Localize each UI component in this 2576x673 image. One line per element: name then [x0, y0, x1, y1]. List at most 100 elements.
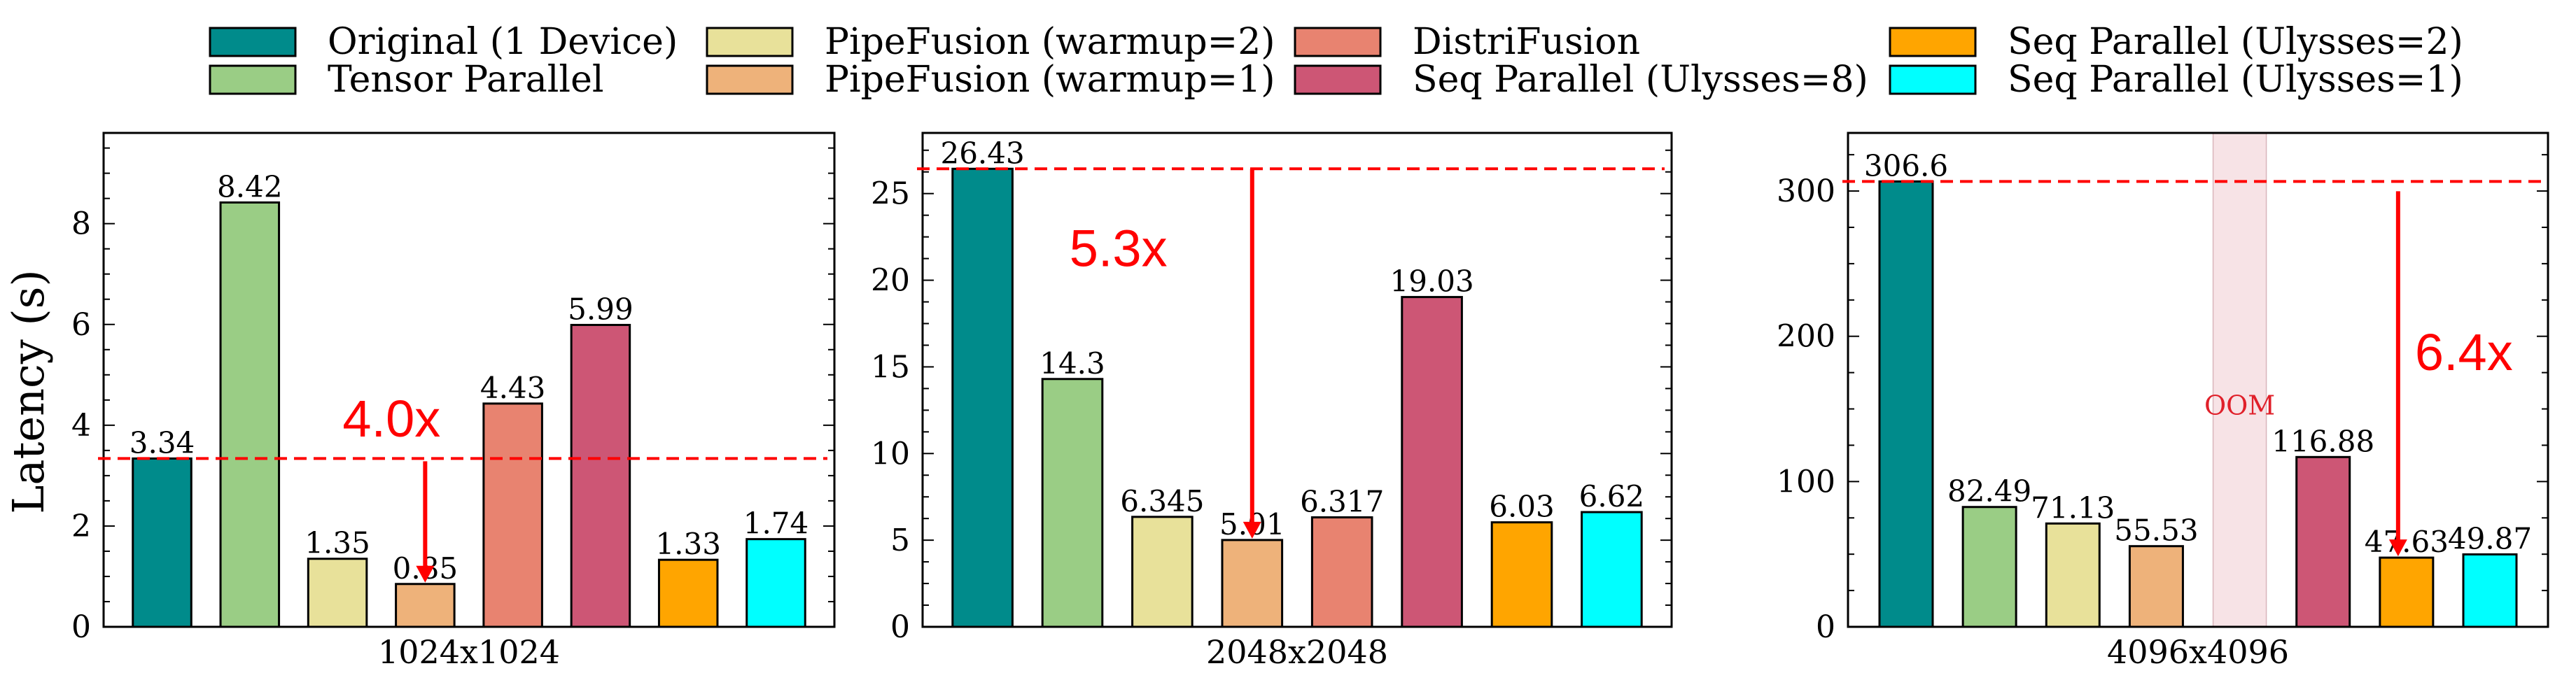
- chart-panel-1: 3.348.421.350.854.435.991.331.7402468102…: [71, 132, 836, 671]
- legend-entry: Seq Parallel (Ulysses=1): [1889, 59, 2463, 101]
- legend-label: DistriFusion: [1413, 21, 1640, 63]
- bar-value-label: 1.33: [655, 527, 721, 561]
- speedup-label: 4.0x: [342, 390, 440, 448]
- bar: [2462, 553, 2518, 628]
- y-tick-label: 10: [871, 436, 910, 472]
- y-tick-label: 20: [871, 263, 910, 299]
- legend-swatch: [209, 27, 297, 57]
- bar-value-label: 6.317: [1300, 485, 1384, 519]
- speedup-arrowhead: [2388, 539, 2407, 557]
- bar: [2379, 556, 2435, 628]
- bar: [746, 538, 806, 628]
- y-tick-label: 2: [71, 509, 91, 544]
- axes-frame: [921, 132, 1673, 628]
- bar: [1961, 506, 2017, 628]
- speedup-label: 6.4x: [2415, 323, 2513, 381]
- legend-entry: DistriFusion: [1294, 21, 1640, 63]
- bar: [1878, 180, 1934, 628]
- legend-entry: Seq Parallel (Ulysses=2): [1889, 21, 2463, 63]
- bar-value-label: 116.88: [2272, 424, 2374, 458]
- speedup-arrowhead: [1242, 521, 1261, 539]
- legend-swatch: [1294, 64, 1382, 95]
- legend-entry: Tensor Parallel: [209, 59, 603, 101]
- speedup-label: 5.3x: [1070, 220, 1168, 278]
- bar-value-label: 3.34: [130, 425, 195, 460]
- legend-label: Original (1 Device): [328, 21, 678, 63]
- bar: [2128, 545, 2184, 628]
- x-axis-label: 1024x1024: [378, 633, 560, 671]
- bar-value-label: 6.03: [1489, 490, 1555, 524]
- y-tick-label: 6: [71, 307, 91, 343]
- bar-value-label: 4.43: [480, 371, 546, 405]
- oom-label: OOM: [2204, 390, 2275, 420]
- speedup-arrowhead: [416, 565, 435, 583]
- legend-swatch: [1294, 27, 1382, 57]
- bar: [219, 201, 281, 628]
- legend-entry: PipeFusion (warmup=2): [706, 21, 1275, 63]
- bar: [657, 558, 719, 628]
- legend-label: PipeFusion (warmup=1): [825, 59, 1275, 101]
- y-tick-label: 0: [1816, 609, 1835, 645]
- bar: [570, 323, 631, 628]
- legend-entry: PipeFusion (warmup=1): [706, 59, 1275, 101]
- legend-label: Seq Parallel (Ulysses=2): [2008, 21, 2463, 63]
- legend: Original (1 Device)Tensor Parallel PipeFu…: [209, 21, 2463, 101]
- legend-entry: Original (1 Device): [209, 21, 678, 63]
- bar-value-label: 5.99: [568, 292, 634, 326]
- oom-region: [2212, 132, 2267, 628]
- legend-entry: Seq Parallel (Ulysses=8): [1294, 59, 1868, 101]
- legend-label: Tensor Parallel: [328, 59, 603, 101]
- bar-value-label: 14.3: [1040, 346, 1105, 381]
- bar-value-label: 6.345: [1120, 484, 1204, 518]
- axes-frame: [1847, 132, 2549, 628]
- bar: [1401, 296, 1463, 628]
- legend-label: PipeFusion (warmup=2): [825, 21, 1275, 63]
- y-tick-label: 4: [71, 408, 91, 444]
- axes-frame: [102, 132, 836, 628]
- y-tick-label: 25: [871, 176, 910, 212]
- bar-value-label: 49.87: [2448, 521, 2532, 555]
- bar: [1041, 378, 1104, 628]
- bar-value-label: 1.35: [304, 526, 370, 560]
- bar: [132, 457, 192, 628]
- bar-value-label: 71.13: [2031, 490, 2115, 525]
- legend-swatch: [706, 64, 794, 95]
- x-axis-label: 4096x4096: [2107, 633, 2289, 671]
- chart-panel-2: 26.4314.36.3455.016.31719.036.036.620510…: [871, 132, 1673, 671]
- y-tick-label: 300: [1777, 173, 1835, 209]
- bar-value-label: 306.6: [1864, 148, 1948, 183]
- bar: [951, 167, 1014, 628]
- y-tick-label: 15: [871, 349, 910, 385]
- y-tick-label: 5: [890, 523, 910, 558]
- bar-value-label: 82.49: [1947, 474, 2031, 509]
- bar: [1490, 521, 1553, 628]
- bar-value-label: 6.62: [1579, 479, 1645, 513]
- legend-label: Seq Parallel (Ulysses=1): [2008, 59, 2463, 101]
- legend-swatch: [1889, 64, 1977, 95]
- legend-label: Seq Parallel (Ulysses=8): [1413, 59, 1868, 101]
- bar: [2045, 522, 2101, 628]
- bar-value-label: 1.74: [743, 506, 809, 541]
- y-tick-label: 0: [71, 609, 91, 645]
- bar: [1131, 516, 1194, 628]
- bar-value-label: 19.03: [1390, 264, 1474, 299]
- bar: [482, 402, 543, 628]
- bar-value-label: 55.53: [2114, 513, 2198, 548]
- y-tick-label: 8: [71, 206, 91, 242]
- y-tick-label: 0: [890, 609, 910, 645]
- legend-swatch: [706, 27, 794, 57]
- y-tick-label: 100: [1777, 464, 1835, 500]
- bar: [395, 583, 456, 628]
- bar-value-label: 47.63: [2365, 525, 2449, 559]
- y-axis-label: Latency (s): [3, 269, 54, 513]
- legend-swatch: [209, 64, 297, 95]
- y-tick-label: 200: [1777, 319, 1835, 355]
- bar-value-label: 8.42: [217, 169, 283, 204]
- bar: [1221, 539, 1284, 628]
- legend-swatch: [1889, 27, 1977, 57]
- bar: [2295, 455, 2351, 628]
- chart-panels: 3.348.421.350.854.435.991.331.7402468102…: [71, 132, 2549, 671]
- bar: [1310, 516, 1373, 628]
